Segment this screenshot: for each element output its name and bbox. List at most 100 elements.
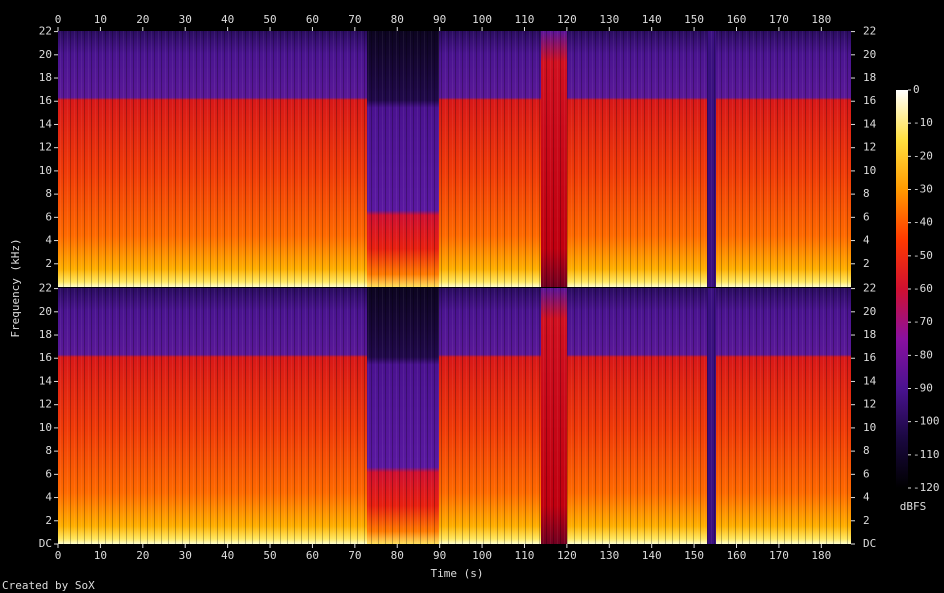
y-tick-label: 14 [863,374,877,387]
colorbar-tick-label: -80 [913,348,933,361]
y-tick-label: 22 [39,282,52,295]
y-tick-label: 22 [863,25,876,38]
x-tick-label: 90 [433,549,446,562]
x-tick-label: 30 [179,13,192,26]
x-tick-label: 180 [811,13,831,26]
y-tick-label: 4 [45,234,52,247]
y-tick-label: 12 [39,141,52,154]
y-tick-label: 6 [45,467,52,480]
y-tick-label: 16 [39,94,52,107]
x-axis-label: Time (s) [431,567,484,580]
colorbar-tick-label: -60 [913,282,933,295]
y-tick-label: 20 [863,48,876,61]
footer: Created by SoX [2,579,95,592]
y-tick-label: 10 [863,164,876,177]
colorbar-tick-label: -50 [913,249,933,262]
y-tick-label: 20 [39,305,52,318]
colorbar-label: dBFS [900,500,927,513]
x-tick-label: 10 [94,549,107,562]
x-tick-label: 120 [557,13,577,26]
x-tick-label: 60 [306,13,319,26]
colorbar-tick-label: -20 [913,149,933,162]
y-tick-label: 12 [863,141,876,154]
x-tick-label: 180 [811,549,831,562]
colorbar-tick-label: -100 [913,415,940,428]
x-tick-label: 20 [136,13,149,26]
y-tick-label: 12 [863,398,876,411]
y-tick-label: 16 [863,351,876,364]
y-tick-label: 4 [863,491,870,504]
y-tick-label: 4 [863,234,870,247]
y-tick-label: 10 [39,421,52,434]
y-tick-label: 6 [863,210,870,223]
colorbar-tick-label: -110 [913,448,940,461]
y-tick-label: 22 [39,25,52,38]
x-tick-label: 40 [221,549,234,562]
y-tick-label: 2 [863,514,870,527]
colorbar [896,90,908,488]
y-tick-label: 2 [45,257,52,270]
y-tick-label: 14 [863,117,877,130]
colorbar-tick-label: 0 [913,83,920,96]
x-tick-label: 130 [599,549,619,562]
x-tick-label: 30 [179,549,192,562]
y-tick-label: DC [39,537,52,550]
x-tick-label: 120 [557,549,577,562]
y-tick-label: 14 [39,117,53,130]
y-tick-label: 18 [39,71,52,84]
x-tick-label: 150 [684,549,704,562]
x-tick-label: 160 [727,13,747,26]
colorbar-tick-label: -70 [913,315,933,328]
x-tick-label: 20 [136,549,149,562]
colorbar-tick-label: -10 [913,116,933,129]
y-tick-label: 18 [863,71,876,84]
y-tick-label: 18 [39,328,52,341]
x-tick-label: 100 [472,13,492,26]
x-tick-label: 100 [472,549,492,562]
y-tick-label: 14 [39,374,53,387]
y-tick-label: 16 [863,94,876,107]
colorbar-tick-label: -90 [913,382,933,395]
spectrogram-channel-2 [58,288,851,544]
x-tick-label: 140 [642,549,662,562]
x-tick-label: 70 [348,13,361,26]
x-tick-label: 90 [433,13,446,26]
y-tick-label: 8 [863,187,870,200]
x-tick-label: 170 [769,549,789,562]
x-tick-label: 130 [599,13,619,26]
y-tick-label: 20 [39,48,52,61]
colorbar-tick-label: -120 [913,481,940,494]
y-tick-label: DC [863,537,876,550]
x-tick-label: 110 [515,13,535,26]
x-tick-label: 160 [727,549,747,562]
y-tick-label: 6 [863,467,870,480]
x-tick-label: 110 [515,549,535,562]
colorbar-tick-label: -30 [913,183,933,196]
y-tick-label: 8 [863,444,870,457]
y-tick-label: 10 [39,164,52,177]
x-tick-label: 150 [684,13,704,26]
y-tick-label: 10 [863,421,876,434]
colorbar-tick-label: -40 [913,216,933,229]
y-tick-label: 22 [863,282,876,295]
y-tick-label: 2 [45,514,52,527]
y-tick-label: 8 [45,444,52,457]
y-tick-label: 6 [45,210,52,223]
x-tick-label: 80 [391,13,404,26]
x-tick-label: 60 [306,549,319,562]
y-tick-label: 12 [39,398,52,411]
x-tick-label: 140 [642,13,662,26]
x-tick-label: 80 [391,549,404,562]
y-tick-label: 4 [45,491,52,504]
y-axis-label: Frequency (kHz) [9,238,22,337]
x-tick-label: 40 [221,13,234,26]
x-tick-label: 170 [769,13,789,26]
x-tick-label: 50 [263,549,276,562]
y-tick-label: 18 [863,328,876,341]
y-tick-label: 20 [863,305,876,318]
y-tick-label: 2 [863,257,870,270]
x-tick-label: 0 [55,13,62,26]
x-tick-label: 0 [55,549,62,562]
